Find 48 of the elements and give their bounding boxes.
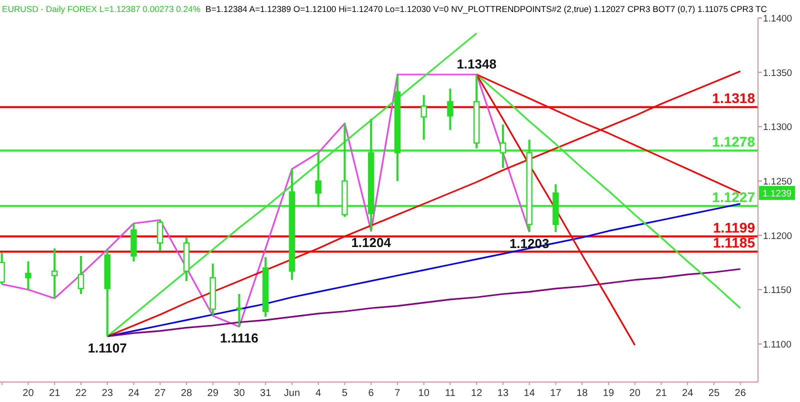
x-tick-label: 4 xyxy=(316,388,322,399)
x-tick-label: 18 xyxy=(576,388,588,399)
x-tick-label: 20 xyxy=(629,388,641,399)
x-tick-label: 22 xyxy=(75,388,87,399)
x-tick-label: 21 xyxy=(656,388,668,399)
ref-line-label: 1.1318 xyxy=(712,90,756,106)
x-tick-label: 21 xyxy=(49,388,61,399)
x-tick-label: 10 xyxy=(418,388,430,399)
x-tick-label: 6 xyxy=(368,388,374,399)
chart-title: EURUSD - Daily FOREX L=1.12387 0.00273 0.24% xyxy=(2,4,201,14)
x-tick-label: 27 xyxy=(154,388,166,399)
x-tick-label: 19 xyxy=(602,388,614,399)
y-tick-label: 1.1300 xyxy=(763,122,792,134)
ref-line-label: 1.1227 xyxy=(712,188,756,205)
ref-line-label: 1.1199 xyxy=(712,219,756,236)
chart-subtitle: B=1.12384 A=1.12389 O=1.12100 Hi=1.12470 Lo=1.12030 V=0 NV_PLOTTRENDPOINTS#2 (2,true) 1.12027 CPR3 BOT7 (0,7) 1.11075 CPR3 TC xyxy=(205,4,767,14)
ref-line-label: 1.1278 xyxy=(712,134,756,150)
annotation: 1.1348 xyxy=(456,56,496,72)
x-tick-label: 13 xyxy=(497,388,509,399)
x-tick-label: 28 xyxy=(180,388,192,399)
y-tick-label: 1.1250 xyxy=(763,176,792,188)
x-tick-label: 17 xyxy=(550,388,562,399)
x-tick-label: 25 xyxy=(708,388,720,399)
annotation: 1.1203 xyxy=(509,236,550,252)
x-tick-label: 7 xyxy=(394,388,401,399)
y-tick-label: 1.1100 xyxy=(763,339,792,350)
x-tick-label: Jun xyxy=(284,388,300,399)
x-tick-label: 31 xyxy=(260,388,272,399)
annotation: 1.1204 xyxy=(351,234,392,250)
y-tick-label: 1.1400 xyxy=(763,14,792,24)
x-tick-label: 26 xyxy=(734,388,746,399)
x-tick-label: 5 xyxy=(342,388,348,399)
y-tick-label: 1.1200 xyxy=(763,230,792,242)
x-tick-label: 24 xyxy=(682,388,694,399)
annotation: 1.1116 xyxy=(220,330,258,346)
x-tick-label: 11 xyxy=(445,388,456,399)
x-tick-label: 12 xyxy=(471,388,483,399)
x-tick-label: 14 xyxy=(524,388,536,399)
x-tick-label: 23 xyxy=(102,388,114,399)
x-tick-label: 24 xyxy=(128,388,140,399)
y-tick-label: 1.1350 xyxy=(763,68,792,79)
y-tick-label: 1.1150 xyxy=(763,285,792,296)
annotation: 1.1239 xyxy=(762,188,792,200)
x-tick-label: 20 xyxy=(22,388,34,399)
x-tick-label: 29 xyxy=(207,388,219,399)
x-tick-label: 30 xyxy=(234,388,246,399)
annotation: 1.1107 xyxy=(88,340,127,356)
ref-line-label: 1.1185 xyxy=(712,234,756,251)
